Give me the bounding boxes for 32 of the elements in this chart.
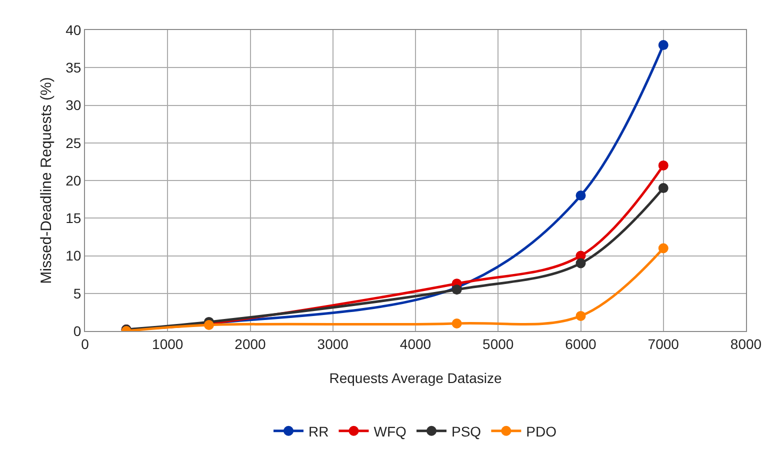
x-tick-label: 6000 [565, 336, 597, 352]
x-tick-label: 1000 [152, 336, 184, 352]
x-axis-title: Requests Average Datasize [329, 370, 502, 386]
y-tick-label: 30 [66, 97, 82, 114]
point [658, 40, 668, 50]
point [576, 190, 586, 201]
legend-label: PDO [526, 423, 557, 440]
y-axis-title: Missed-Deadline Requests (%) [38, 77, 55, 284]
y-tick-label: 10 [66, 248, 82, 264]
legend-label: WFQ [374, 423, 406, 440]
legend-label: RR [308, 423, 329, 440]
x-tick-label: 2000 [234, 336, 266, 352]
legend-label: PSQ [452, 423, 482, 440]
point [576, 258, 586, 268]
x-tick-label: 7000 [648, 336, 680, 352]
point [452, 284, 462, 295]
x-tick-label: 4000 [400, 336, 432, 352]
x-tick-label: 8000 [730, 336, 762, 352]
y-tick-label: 5 [73, 285, 82, 302]
y-tick-label: 35 [66, 60, 82, 76]
y-tick-label: 40 [66, 22, 82, 38]
point [658, 183, 668, 194]
y-tick-label: 15 [66, 210, 82, 226]
y-tick-label: 0 [73, 322, 82, 339]
y-tick-label: 25 [66, 134, 82, 151]
y-tick-label: 20 [66, 172, 82, 188]
point [452, 318, 462, 328]
point [658, 160, 668, 170]
point [576, 310, 586, 321]
x-tick-label: 5000 [482, 336, 514, 352]
point [658, 243, 668, 254]
x-tick-label: 3000 [317, 336, 349, 352]
